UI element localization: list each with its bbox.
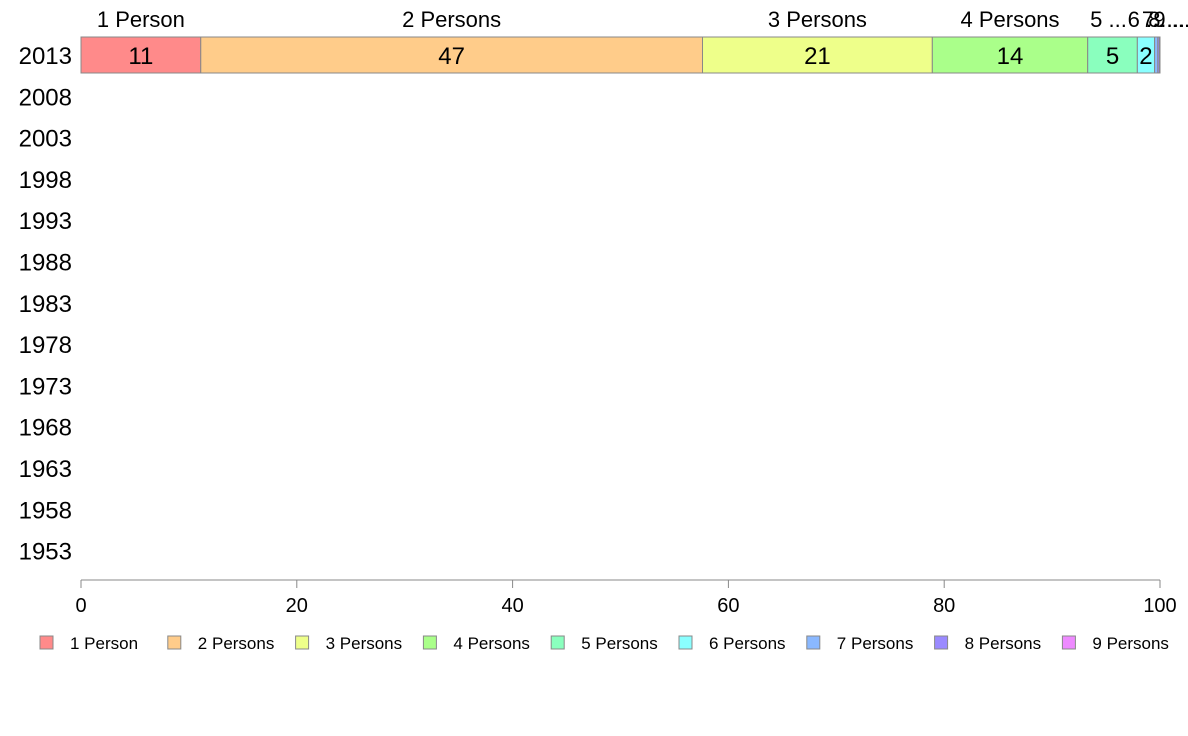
segment-header-7: 7 ... xyxy=(1142,7,1179,32)
segment-header-3: 3 Persons xyxy=(768,7,867,32)
segment-header-9: 9 ... xyxy=(1153,7,1188,32)
data-label-2: 47 xyxy=(438,43,465,70)
segment-header-2: 2 Persons xyxy=(402,7,501,32)
y-tick-label-2008: 2008 xyxy=(19,84,72,111)
data-labels: 11 47 21 14 5 2 xyxy=(128,43,1152,70)
legend-swatch-2 xyxy=(167,635,182,650)
y-tick-label-1983: 1983 xyxy=(19,291,72,318)
data-label-1: 11 xyxy=(128,43,153,70)
y-tick-label-1958: 1958 xyxy=(19,497,72,524)
legend-swatch-8 xyxy=(934,635,949,650)
x-tick-label-40: 40 xyxy=(501,595,523,617)
legend-label-7: 7 Persons xyxy=(837,634,914,653)
y-tick-label-1973: 1973 xyxy=(19,373,72,400)
bar-2013-2 xyxy=(200,36,704,74)
legend-swatch-6 xyxy=(678,635,693,650)
legend-label-1: 1 Person xyxy=(70,634,138,653)
bars xyxy=(80,36,1161,74)
segment-header-4: 4 Persons xyxy=(960,7,1059,32)
y-tick-label-1988: 1988 xyxy=(19,250,72,277)
segment-headers: 1 Person 2 Persons 3 Persons 4 Persons 5 ...… xyxy=(97,7,1188,32)
x-tick-label-80: 80 xyxy=(933,595,955,617)
y-tick-label-1968: 1968 xyxy=(19,415,72,442)
y-tick-label-1978: 1978 xyxy=(19,332,72,359)
segment-header-1: 1 Person xyxy=(97,7,185,32)
y-tick-label-1953: 1953 xyxy=(19,539,72,566)
y-tick-label-2013: 2013 xyxy=(19,43,72,70)
segment-header-5: 5 ... xyxy=(1090,7,1127,32)
data-label-4: 14 xyxy=(997,43,1024,70)
data-label-5: 5 xyxy=(1106,43,1119,70)
legend-label-2: 2 Persons xyxy=(198,634,275,653)
legend-swatch-5 xyxy=(550,635,565,650)
legend-label-6: 6 Persons xyxy=(709,634,786,653)
legend-label-3: 3 Persons xyxy=(326,634,403,653)
y-tick-label-2003: 2003 xyxy=(19,126,72,153)
x-tick-label-20: 20 xyxy=(286,595,308,617)
legend-swatch-3 xyxy=(295,635,310,650)
x-tick-label-0: 0 xyxy=(75,595,86,617)
y-tick-label-1998: 1998 xyxy=(19,167,72,194)
data-label-6: 2 xyxy=(1139,43,1152,70)
x-axis: 0 20 40 60 80 100 xyxy=(75,579,1177,617)
y-tick-label-1963: 1963 xyxy=(19,456,72,483)
x-tick-label-100: 100 xyxy=(1143,595,1176,617)
legend-label-5: 5 Persons xyxy=(581,634,658,653)
legend-label-8: 8 Persons xyxy=(965,634,1042,653)
legend-swatch-1 xyxy=(39,635,54,650)
legend-label-4: 4 Persons xyxy=(453,634,530,653)
bar-2013-3 xyxy=(702,36,933,74)
legend-swatch-4 xyxy=(422,635,437,650)
y-tick-label-1993: 1993 xyxy=(19,208,72,235)
legend-swatch-9 xyxy=(1061,635,1076,650)
segment-header-8: 8 ... xyxy=(1148,7,1185,32)
data-label-3: 21 xyxy=(804,43,831,70)
legend-swatch-7 xyxy=(806,635,821,650)
x-tick-label-60: 60 xyxy=(717,595,739,617)
bar-2013-9 xyxy=(1158,36,1161,74)
bar-2013-5 xyxy=(1087,36,1138,74)
segment-header-6: 6 ... xyxy=(1128,7,1165,32)
legend: 1 Person 2 Persons 3 Persons 4 Persons 5 Per… xyxy=(39,634,1169,653)
bar-2013-4 xyxy=(931,36,1089,74)
legend-label-9: 9 Persons xyxy=(1092,634,1169,653)
y-axis-labels: 2013 2008 2003 1998 1993 1988 1983 1978 1973 1968… xyxy=(19,43,72,566)
